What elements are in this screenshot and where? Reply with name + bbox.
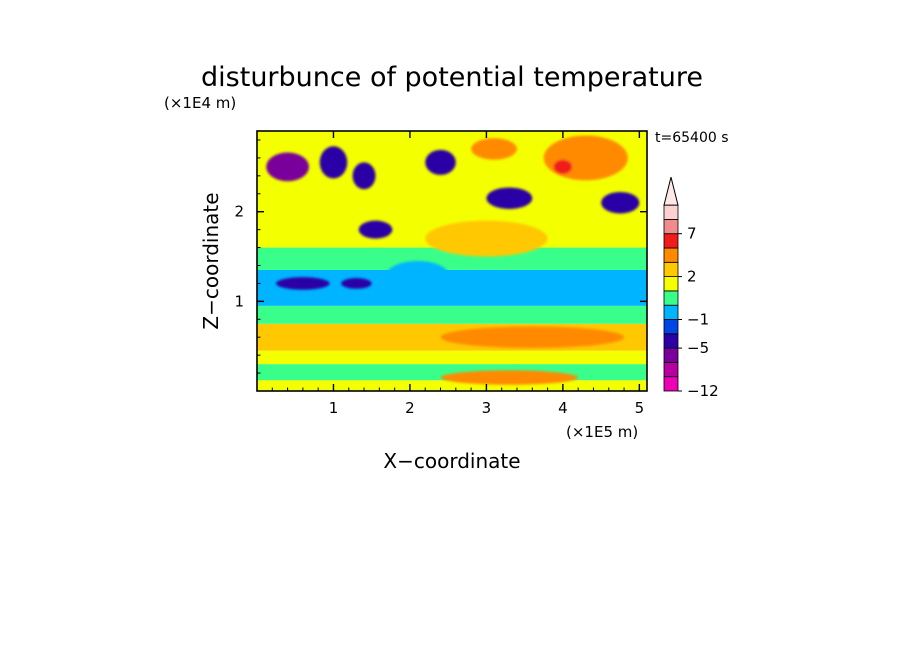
colorbar-segment: [663, 218, 679, 235]
x-tick-label: 2: [405, 399, 415, 417]
x-tick-label: 5: [635, 399, 645, 417]
field-feature: [358, 220, 393, 239]
field-feature: [440, 326, 625, 348]
field-band: [257, 269, 647, 306]
field-feature: [341, 278, 372, 289]
x-scale-note: (×1E5 m): [566, 423, 638, 441]
y-axis-label: Z−coordinate: [199, 192, 223, 329]
colorbar: −12−5−127: [663, 176, 719, 400]
field-feature: [486, 187, 533, 209]
colorbar-tick-label: −1: [687, 311, 709, 329]
y-axis-ticks: 12: [234, 139, 647, 374]
colorbar-segment: [663, 233, 679, 249]
plot-frame: [256, 130, 648, 392]
colorbar-tick-label: −5: [687, 339, 709, 357]
field-band: [257, 380, 647, 391]
field-feature: [319, 146, 348, 179]
colorbar-segment: [663, 347, 679, 363]
field-feature: [387, 261, 449, 288]
colorbar-segment: [663, 333, 679, 349]
colorbar-segment: [663, 361, 679, 378]
y-scale-note: (×1E4 m): [164, 94, 236, 112]
x-tick-label: 1: [329, 399, 339, 417]
field-feature: [553, 159, 573, 175]
field-features: [266, 135, 640, 385]
y-tick-label: 1: [234, 292, 244, 310]
x-axis-label: X−coordinate: [383, 449, 520, 473]
x-tick-label: 3: [482, 399, 492, 417]
colorbar-segment: [663, 319, 679, 335]
colorbar-segment: [663, 247, 679, 263]
field-feature: [352, 162, 376, 190]
field-feature: [543, 135, 628, 181]
colorbar-tick-label: −12: [687, 382, 719, 400]
contour-field: [257, 131, 647, 391]
y-tick-label: 2: [234, 203, 244, 221]
field-feature: [266, 152, 309, 182]
x-axis-ticks: 1 2 3 4 5: [271, 131, 645, 417]
field-band: [257, 247, 647, 270]
colorbar-segment: [663, 290, 679, 306]
field-feature: [425, 149, 456, 175]
field-feature: [471, 138, 517, 160]
field-feature: [425, 220, 548, 257]
field-feature: [440, 370, 579, 385]
colorbar-segment: [663, 261, 679, 277]
field-band: [257, 305, 647, 324]
colorbar-segment: [663, 304, 679, 320]
field-feature: [601, 191, 640, 214]
colorbar-segment: [663, 204, 679, 220]
field-feature: [276, 277, 330, 290]
x-tick-label: 4: [558, 399, 568, 417]
colorbar-extend-arrow: [663, 176, 679, 206]
chart-title: disturbunce of potential temperature: [201, 62, 703, 93]
time-label: t=65400 s: [655, 130, 729, 146]
colorbar-tick-label: 2: [687, 268, 697, 286]
colorbar-tick-label: 7: [687, 225, 697, 243]
field-band: [257, 350, 647, 365]
colorbar-segment: [663, 376, 679, 392]
colorbar-segment: [663, 276, 679, 292]
